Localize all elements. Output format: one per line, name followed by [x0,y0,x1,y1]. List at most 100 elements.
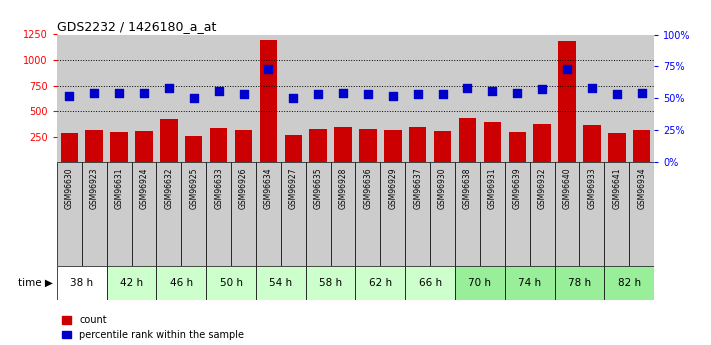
Bar [210,128,228,162]
Bar [405,162,430,266]
Bar [156,162,181,266]
Bar [306,34,331,162]
Text: 42 h: 42 h [120,278,143,288]
Bar [555,34,579,162]
Bar [185,136,203,162]
Point [287,96,299,101]
Bar [359,129,377,162]
Point [561,66,572,72]
Text: 58 h: 58 h [319,278,342,288]
Bar [579,34,604,162]
Bar [405,34,430,162]
Bar [181,34,206,162]
Point [412,92,424,97]
Bar [231,162,256,266]
Bar [85,130,103,162]
Bar [256,266,306,300]
Bar [107,266,156,300]
Point [188,96,199,101]
Bar [430,34,455,162]
Bar [629,162,654,266]
Bar [57,266,107,300]
Bar [206,162,231,266]
Text: GSM96631: GSM96631 [114,167,124,209]
Text: GSM96931: GSM96931 [488,167,497,209]
Bar [57,34,82,162]
Text: GSM96635: GSM96635 [314,167,323,209]
Bar [206,266,256,300]
Bar [409,127,427,162]
Text: GSM96930: GSM96930 [438,167,447,209]
Bar [206,34,231,162]
Bar [434,131,451,162]
Point [462,85,474,91]
Bar [505,266,555,300]
Bar [608,132,626,162]
Bar [331,162,356,266]
Point [536,87,547,92]
Bar [281,162,306,266]
Text: GSM96639: GSM96639 [513,167,522,209]
Text: GSM96932: GSM96932 [538,167,547,209]
Bar [380,34,405,162]
Point [636,90,647,96]
Bar [356,266,405,300]
Bar [604,162,629,266]
Text: GSM96630: GSM96630 [65,167,74,209]
Bar [430,162,455,266]
Text: GSM96634: GSM96634 [264,167,273,209]
Bar [455,162,480,266]
Bar [455,266,505,300]
Bar [231,34,256,162]
Point [337,90,348,96]
Bar [530,162,555,266]
Point [611,92,622,97]
Bar [533,124,551,162]
Bar [633,130,651,162]
Text: GSM96636: GSM96636 [363,167,373,209]
Text: GSM96926: GSM96926 [239,167,248,209]
Bar [284,135,302,162]
Text: GSM96640: GSM96640 [562,167,572,209]
Text: GSM96638: GSM96638 [463,167,472,209]
Bar [483,122,501,162]
Point [437,92,448,97]
Bar [260,40,277,162]
Text: GSM96933: GSM96933 [587,167,597,209]
Bar [331,34,356,162]
Bar [380,162,405,266]
Point [312,92,324,97]
Legend: count, percentile rank within the sample: count, percentile rank within the sample [62,315,245,340]
Text: 46 h: 46 h [170,278,193,288]
Text: 54 h: 54 h [269,278,292,288]
Text: GSM96637: GSM96637 [413,167,422,209]
Bar [281,34,306,162]
Bar [579,162,604,266]
Text: GSM96924: GSM96924 [139,167,149,209]
Text: GSM96923: GSM96923 [90,167,99,209]
Bar [156,266,206,300]
Bar [405,266,455,300]
Bar [306,266,356,300]
Bar [256,34,281,162]
Bar [309,129,327,162]
Bar [135,131,153,162]
Point [213,88,225,93]
Text: 50 h: 50 h [220,278,242,288]
Bar [356,162,380,266]
Text: 66 h: 66 h [419,278,442,288]
Point [237,92,249,97]
Bar [156,34,181,162]
Bar [235,130,252,162]
Bar [480,162,505,266]
Point [511,90,523,96]
Bar [107,162,132,266]
Bar [356,34,380,162]
Bar [334,127,352,162]
Bar [530,34,555,162]
Bar [132,34,156,162]
Text: 82 h: 82 h [618,278,641,288]
Bar [256,162,281,266]
Bar [82,34,107,162]
Bar [604,266,654,300]
